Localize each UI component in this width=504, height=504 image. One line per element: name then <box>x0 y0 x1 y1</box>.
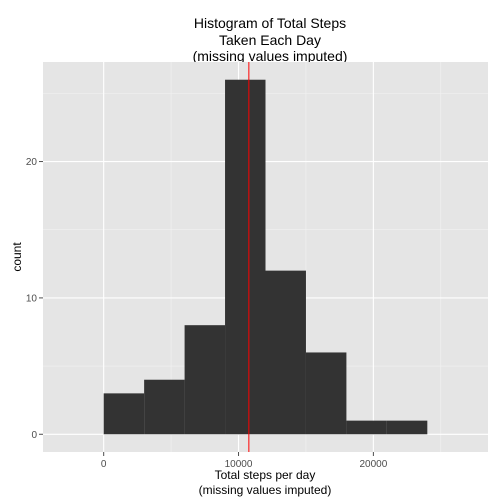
chart-title-line-1: Histogram of Total Steps <box>194 15 346 31</box>
x-axis-title-line-2: (missing values imputed) <box>199 483 332 497</box>
histogram-bar-7 <box>346 420 387 435</box>
x-tick-label: 10000 <box>225 459 253 470</box>
histogram-bars <box>103 79 428 435</box>
chart-title-line-2: Taken Each Day <box>219 32 321 48</box>
y-tick-label: 20 <box>26 157 38 168</box>
histogram-bar-1 <box>103 393 145 435</box>
histogram-bar-2 <box>144 379 185 435</box>
y-tick-label: 0 <box>31 430 37 441</box>
x-tick-label: 20000 <box>359 459 387 470</box>
histogram-bar-4 <box>225 79 266 435</box>
y-tick-label: 10 <box>26 293 38 304</box>
histogram-bar-5 <box>265 270 306 435</box>
histogram-bar-8 <box>386 420 428 435</box>
histogram-bar-6 <box>305 352 347 435</box>
histogram-bar-3 <box>184 325 226 435</box>
x-axis-title-line-1: Total steps per day <box>215 468 316 482</box>
x-tick-label: 0 <box>101 459 107 470</box>
y-axis-title: count <box>10 242 24 272</box>
x-axis-ticks: 0 10000 20000 <box>101 452 388 470</box>
chart-title-line-3: (missing values imputed) <box>193 48 348 64</box>
y-axis-ticks: 0 10 20 <box>26 157 43 441</box>
